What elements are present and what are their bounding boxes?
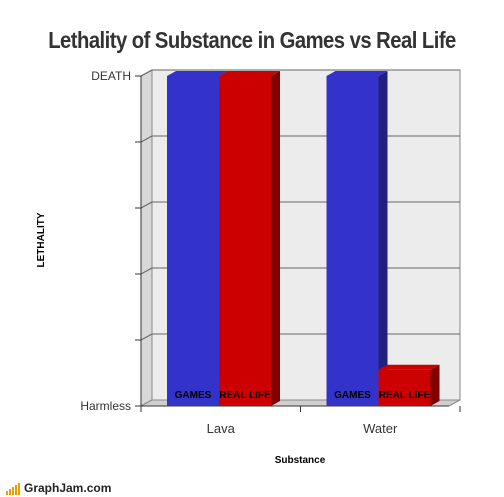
- bar: [219, 76, 271, 406]
- bar: [167, 76, 219, 406]
- gridline-side: [140, 69, 153, 77]
- gridline-side: [140, 267, 153, 275]
- bar-top: [378, 364, 440, 370]
- bar-side: [430, 364, 440, 406]
- gridline-side: [140, 201, 153, 209]
- bar: [326, 76, 379, 406]
- bar: [378, 369, 431, 406]
- y-tick-label: DEATH: [91, 69, 131, 83]
- x-tick-label: Water: [363, 421, 398, 436]
- x-axis-title: Substance: [275, 455, 326, 466]
- bar-label: GAMES: [334, 390, 371, 401]
- bar-side: [378, 71, 388, 406]
- bar-top: [167, 71, 228, 76]
- logo-bars-icon: [6, 481, 21, 495]
- brand-text: GraphJam.com: [24, 481, 112, 495]
- bar-label: GAMES: [175, 390, 212, 401]
- y-axis-title: LETHALITY: [36, 212, 47, 267]
- gridline-side: [140, 135, 153, 143]
- x-tick-label: Lava: [207, 421, 236, 436]
- gridline-side: [140, 333, 153, 341]
- bar-label: REAL LIFE: [379, 390, 431, 401]
- plot-side-wall: [140, 69, 153, 407]
- chart-title: Lethality of Substance in Games vs Real …: [48, 27, 456, 53]
- y-tick-label: Harmless: [80, 399, 131, 413]
- graphjam-logo[interactable]: GraphJam.com: [6, 481, 111, 495]
- bar-top: [326, 71, 388, 76]
- bar-top: [219, 71, 280, 76]
- bar-label: REAL LIFE: [219, 390, 271, 401]
- bar-side: [271, 71, 280, 406]
